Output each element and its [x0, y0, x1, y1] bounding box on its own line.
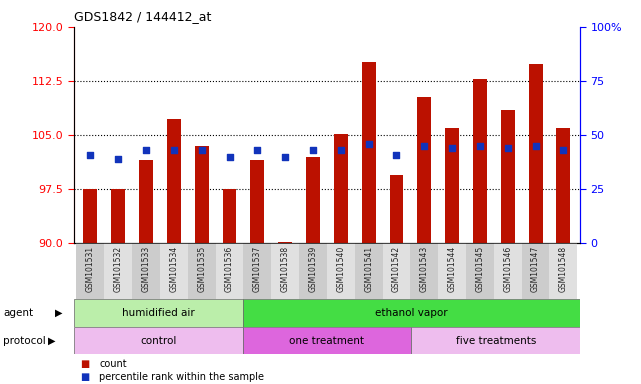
Bar	[410, 243, 438, 299]
Bar	[417, 97, 431, 243]
Bar	[251, 161, 264, 243]
Text: GSM101546: GSM101546	[503, 246, 512, 293]
Point	[503, 145, 513, 151]
Bar	[438, 243, 466, 299]
Bar	[74, 327, 242, 354]
Bar	[466, 243, 494, 299]
Point	[531, 143, 541, 149]
Point	[392, 152, 402, 158]
Text: GSM101539: GSM101539	[308, 246, 317, 293]
Bar	[139, 161, 153, 243]
Bar	[222, 189, 237, 243]
Text: control: control	[140, 336, 176, 346]
Bar	[83, 189, 97, 243]
Bar	[74, 299, 242, 327]
Bar	[334, 134, 348, 243]
Text: ■: ■	[80, 359, 89, 369]
Text: GSM101538: GSM101538	[281, 246, 290, 292]
Bar	[76, 243, 104, 299]
Bar	[132, 243, 160, 299]
Text: GSM101543: GSM101543	[420, 246, 429, 293]
Text: protocol: protocol	[3, 336, 46, 346]
Text: ■: ■	[80, 372, 89, 382]
Text: GSM101545: GSM101545	[476, 246, 485, 293]
Text: percentile rank within the sample: percentile rank within the sample	[99, 372, 264, 382]
Bar	[445, 128, 459, 243]
Point	[85, 152, 96, 158]
Point	[419, 143, 429, 149]
Text: five treatments: five treatments	[456, 336, 536, 346]
Point	[113, 156, 123, 162]
Point	[475, 143, 485, 149]
Text: GSM101544: GSM101544	[447, 246, 456, 293]
Text: GSM101548: GSM101548	[559, 246, 568, 292]
Point	[308, 147, 318, 153]
Bar	[306, 157, 320, 243]
Bar	[195, 146, 209, 243]
Point	[363, 141, 374, 147]
Bar	[529, 65, 542, 243]
Text: ▶: ▶	[48, 336, 56, 346]
Text: GSM101533: GSM101533	[142, 246, 151, 293]
Text: agent: agent	[3, 308, 33, 318]
Text: GSM101536: GSM101536	[225, 246, 234, 293]
Text: GSM101537: GSM101537	[253, 246, 262, 293]
Bar	[242, 299, 580, 327]
Bar	[494, 243, 522, 299]
Text: ▶: ▶	[54, 308, 62, 318]
Point	[197, 147, 207, 153]
Text: humidified air: humidified air	[122, 308, 194, 318]
Point	[336, 147, 346, 153]
Bar	[390, 175, 403, 243]
Bar	[167, 119, 181, 243]
Bar	[299, 243, 327, 299]
Bar	[383, 243, 410, 299]
Text: GSM101542: GSM101542	[392, 246, 401, 292]
Bar	[112, 189, 125, 243]
Point	[252, 147, 262, 153]
Point	[169, 147, 179, 153]
Bar	[160, 243, 188, 299]
Bar	[473, 79, 487, 243]
Bar	[522, 243, 549, 299]
Bar	[188, 243, 215, 299]
Bar	[354, 243, 383, 299]
Bar	[244, 243, 271, 299]
Bar	[549, 243, 578, 299]
Text: GDS1842 / 144412_at: GDS1842 / 144412_at	[74, 10, 211, 23]
Bar	[556, 128, 570, 243]
Text: ethanol vapor: ethanol vapor	[375, 308, 447, 318]
Bar	[215, 243, 244, 299]
Bar	[278, 242, 292, 243]
Text: GSM101531: GSM101531	[86, 246, 95, 292]
Text: GSM101540: GSM101540	[337, 246, 345, 293]
Text: count: count	[99, 359, 127, 369]
Point	[447, 145, 457, 151]
Text: GSM101535: GSM101535	[197, 246, 206, 293]
Text: GSM101534: GSM101534	[169, 246, 178, 293]
Bar	[104, 243, 132, 299]
Bar	[412, 327, 580, 354]
Point	[280, 154, 290, 160]
Text: GSM101547: GSM101547	[531, 246, 540, 293]
Text: one treatment: one treatment	[289, 336, 365, 346]
Bar	[501, 110, 515, 243]
Bar	[327, 243, 354, 299]
Point	[224, 154, 235, 160]
Bar	[242, 327, 412, 354]
Text: GSM101532: GSM101532	[113, 246, 122, 292]
Bar	[271, 243, 299, 299]
Bar	[362, 61, 376, 243]
Text: GSM101541: GSM101541	[364, 246, 373, 292]
Point	[141, 147, 151, 153]
Point	[558, 147, 569, 153]
